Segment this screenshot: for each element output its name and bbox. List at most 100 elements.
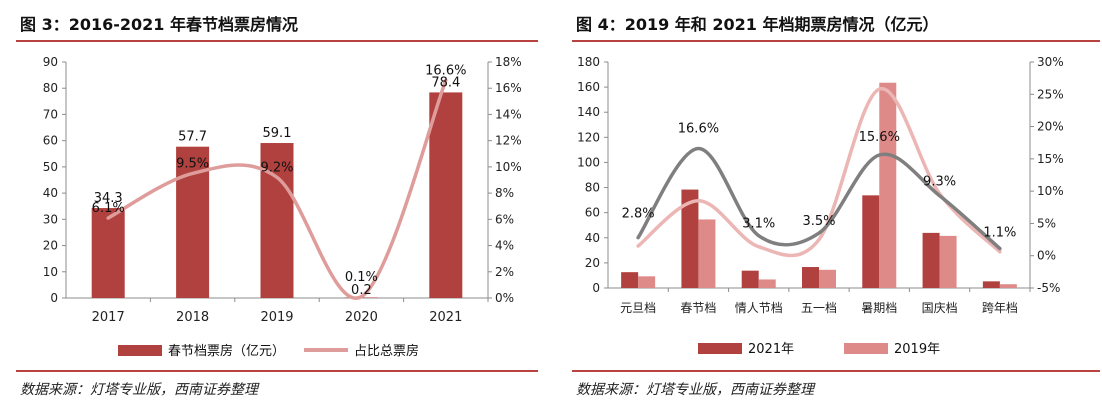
right-axis-tick-label: 8% [495,186,514,200]
legend-label-box-office: 春节档票房（亿元） [168,343,285,359]
left-axis-tick-label: 10 [43,265,58,279]
line-2021-value-label: 2.8% [622,207,655,222]
bar-2019 [819,269,836,288]
bar-2019 [879,82,897,288]
figure-4-title: 图 4：2019 年和 2021 年档期票房情况（亿元） [576,15,939,34]
right-axis-tick-label: 18% [495,55,522,69]
x-axis-category-label: 情人节档 [735,301,783,315]
left-axis-tick-label: 120 [577,130,600,144]
left-axis-tick-label: 80 [43,81,58,95]
line-value-label: 9.2% [260,160,293,175]
figure-3-top-rule [16,40,538,42]
right-axis-tick-label: -5% [1037,281,1060,295]
line-value-label: 9.5% [176,156,209,171]
x-axis-category-label: 跨年档 [982,301,1018,315]
left-axis-tick-label: 100 [577,155,600,169]
line-2021-value-label: 16.6% [678,122,719,137]
line-2021-value-label: 9.3% [923,175,956,190]
legend-label-2019: 2019年 [894,342,940,357]
right-axis-tick-label: 30% [1037,55,1064,69]
right-axis-tick-label: 6% [495,212,514,226]
x-axis-category-label: 2019 [260,310,293,325]
left-axis-tick-label: 80 [585,181,600,195]
figure-4-top-rule [572,40,1100,42]
figure-4-source: 数据来源：灯塔专业版，西南证券整理 [576,382,814,398]
x-axis-category-label: 2018 [176,310,209,325]
left-axis-tick-label: 90 [43,55,58,69]
left-axis-tick-label: 140 [577,105,600,119]
x-axis-category-label: 2021 [429,310,462,325]
bar-2021 [802,267,819,288]
line-2021-value-label: 1.1% [983,226,1016,241]
left-axis-tick-label: 0 [50,291,58,305]
line-value-label: 16.6% [425,63,466,78]
bar-value-label: 34.3 [94,191,123,206]
figure-3-title: 图 3：2016-2021 年春节档票房情况 [20,15,298,34]
left-axis-tick-label: 0 [592,281,600,295]
legend-label-share: 占比总票房 [354,343,419,359]
line-2021-value-label: 15.6% [859,130,900,145]
left-axis-tick-label: 70 [43,107,58,121]
bar-2019 [999,284,1017,288]
x-axis-category-label: 2017 [92,310,125,325]
x-axis-category-label: 暑期档 [861,301,897,315]
bar-value-label: 57.7 [178,130,207,145]
left-axis-tick-label: 60 [43,134,58,148]
right-axis-tick-label: 14% [495,107,522,121]
bar-2019 [758,279,776,288]
bar-2021 [922,232,940,288]
figure-3-source: 数据来源：灯塔专业版，西南证券整理 [20,382,258,398]
right-axis-tick-label: 20% [1037,120,1064,134]
right-axis-tick-label: 15% [1037,152,1064,166]
figure-3-panel: 图 3：2016-2021 年春节档票房情况 0 10 20 30 40 50 60 70 80… [0,0,546,414]
right-axis-tick-label: 2% [495,265,514,279]
bar-2021 [681,189,699,288]
line-2021-value-label: 3.1% [742,217,775,232]
bar-value-label: 78.4 [431,75,460,90]
bar-box-office [260,143,294,298]
line-2021-share [636,146,1002,251]
x-axis-category-label: 元旦档 [620,301,656,315]
bar-box-office [429,92,463,298]
figure-3-bottom-rule [16,370,538,372]
right-axis-tick-label: 10% [495,160,522,174]
line-2021-value-label: 3.5% [802,214,835,229]
x-axis-category-label: 五一档 [801,301,837,315]
bar-value-label: 59.1 [263,126,292,141]
bar-value-label: 0.2 [351,283,372,298]
left-axis-tick-label: 30 [43,212,58,226]
bar-2019 [638,276,656,288]
figure-3-chart: 0 10 20 30 40 50 60 70 80 90 0% 2% 4% 6% 8% 10% 12% 14% 16… [43,55,522,359]
right-axis-tick-label: 4% [495,239,514,253]
right-axis-tick-label: 16% [495,81,522,95]
legend-swatch-2021 [698,343,742,354]
left-axis-tick-label: 40 [585,231,600,245]
legend-label-2021: 2021年 [748,342,794,357]
line-share-of-total [106,78,448,300]
right-axis-tick-label: 0% [1037,249,1056,263]
figure-4-panel: 图 4：2019 年和 2021 年档期票房情况（亿元） 0 20 40 60 80 10… [556,0,1102,414]
line-value-label: 6.1% [92,201,125,216]
left-axis-tick-label: 50 [43,160,58,174]
bar-2021 [621,272,639,288]
x-axis-category-label: 2020 [345,310,378,325]
right-axis-tick-label: 10% [1037,184,1064,198]
line-value-label: 0.1% [345,270,378,285]
bar-2019 [939,235,957,288]
left-axis-tick-label: 160 [577,80,600,94]
figure-4-bottom-rule [572,370,1100,372]
x-axis-category-label: 春节档 [680,301,716,315]
legend-swatch-2019 [844,343,888,354]
left-axis-tick-label: 40 [43,186,58,200]
right-axis-tick-label: 12% [495,134,522,148]
bar-2021 [982,281,1000,288]
right-axis-tick-label: 0% [495,291,514,305]
bar-2021 [741,270,759,288]
left-axis-tick-label: 20 [585,256,600,270]
left-axis-tick-label: 60 [585,206,600,220]
x-axis-category-label: 国庆档 [922,301,958,315]
bar-2019 [698,219,716,288]
figure-4-chart: 0 20 40 60 80 100 120 140 160 180 -5% 0% 5% 10% 15% 20%… [577,55,1064,357]
left-axis-tick-label: 20 [43,239,58,253]
right-axis-tick-label: 25% [1037,87,1064,101]
